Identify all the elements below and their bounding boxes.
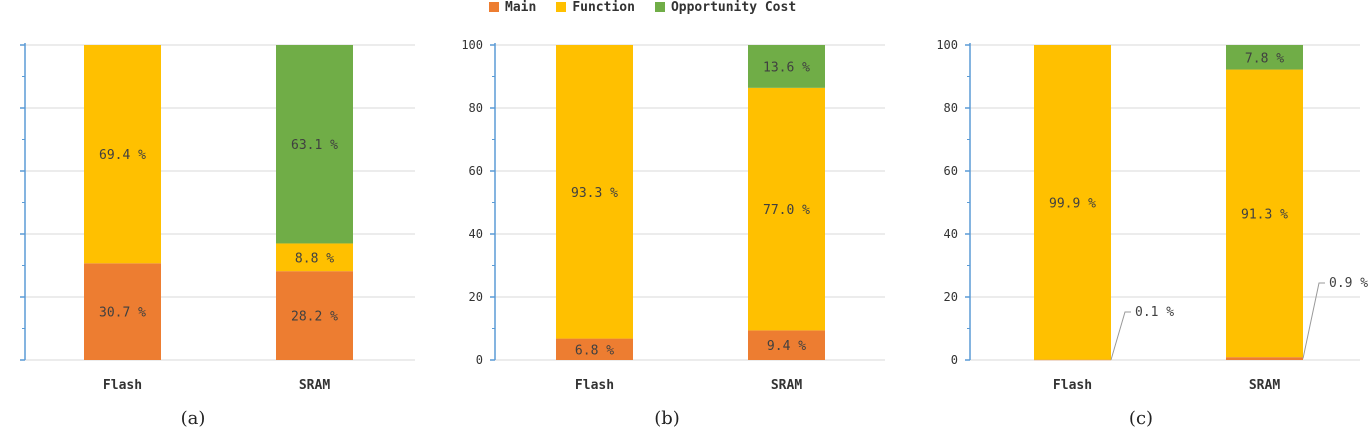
data-label-main-sram: 28.2 % [291,310,338,325]
legend-label-main: Main [505,0,537,15]
data-label-function-sram: 8.8 % [295,251,334,266]
bar-segment-main-flash [84,263,161,360]
x-tick-label-sram: SRAM [1249,378,1280,393]
legend-swatch-opportunity-cost [654,2,665,12]
x-tick-label-sram: SRAM [299,378,330,393]
y-tick-label: 40 [469,227,483,241]
y-tick-label: 20 [469,290,483,304]
bar-segment-function-flash [556,45,633,339]
data-label-main-flash: 30.7 % [99,306,146,321]
bar-segment-function-flash [1034,45,1111,360]
bar-segment-main-sram [1226,357,1303,360]
y-tick-label: 60 [944,164,958,178]
caption-b: (b) [654,408,680,429]
x-tick-label-flash: Flash [103,378,142,393]
x-tick-label-flash: Flash [575,378,614,393]
y-tick-label: 20 [944,290,958,304]
bar-segment-opportunity-sram [276,45,353,244]
legend-label-opportunity-cost: Opportunity Cost [670,0,797,15]
bar-segment-main-sram [748,330,825,360]
callout-leader [1110,311,1131,360]
x-tick-label-flash: Flash [1053,378,1092,393]
legend-item-main: Main [489,0,536,15]
y-tick-label: 0 [951,353,958,367]
legend-item-function: Function [556,0,635,15]
data-label-main-flash: 6.8 % [575,343,614,358]
data-label-function-sram: 77.0 % [763,203,810,218]
data-label-function-sram: 91.3 % [1241,207,1288,222]
caption-a: (a) [180,408,206,429]
data-label-function-flash: 99.9 % [1049,196,1096,211]
data-label-function-flash: 69.4 % [99,148,146,163]
callout-leader [1302,282,1325,359]
y-tick-label: 100 [936,38,958,52]
y-tick-label: 0 [476,353,483,367]
y-tick-label: 100 [461,38,483,52]
data-label-opportunity-sram: 63.1 % [291,138,338,153]
legend-swatch-function [556,2,567,12]
x-tick-label-sram: SRAM [771,378,802,393]
chart-legend: Main Function Opportunity Cost [489,0,816,15]
bar-segment-function-flash [84,45,161,264]
data-label-main-sram: 9.4 % [767,339,806,354]
y-tick-label: 80 [469,101,483,115]
bar-segment-function-sram [1226,69,1303,358]
legend-swatch-main [489,2,499,12]
bar-segment-main-sram [276,271,353,360]
bar-segment-opportunity-sram [1226,45,1303,70]
legend-label-function: Function [572,0,635,15]
data-label-main-sram: 0.9 % [1329,276,1368,291]
bar-segment-main-flash [1034,359,1111,361]
bar-segment-main-flash [556,338,633,360]
legend-item-opportunity-cost: Opportunity Cost [654,0,797,15]
data-label-main-flash: 0.1 % [1135,305,1174,320]
data-label-opportunity-sram: 13.6 % [763,60,810,75]
bar-segment-opportunity-sram [748,45,825,88]
bar-segment-function-sram [276,243,353,272]
y-tick-label: 80 [944,101,958,115]
caption-c: (c) [1128,408,1154,429]
bar-segment-function-sram [748,87,825,331]
data-label-function-flash: 93.3 % [571,186,618,201]
y-tick-label: 40 [944,227,958,241]
data-label-opportunity-sram: 7.8 % [1245,51,1284,66]
y-tick-label: 60 [469,164,483,178]
